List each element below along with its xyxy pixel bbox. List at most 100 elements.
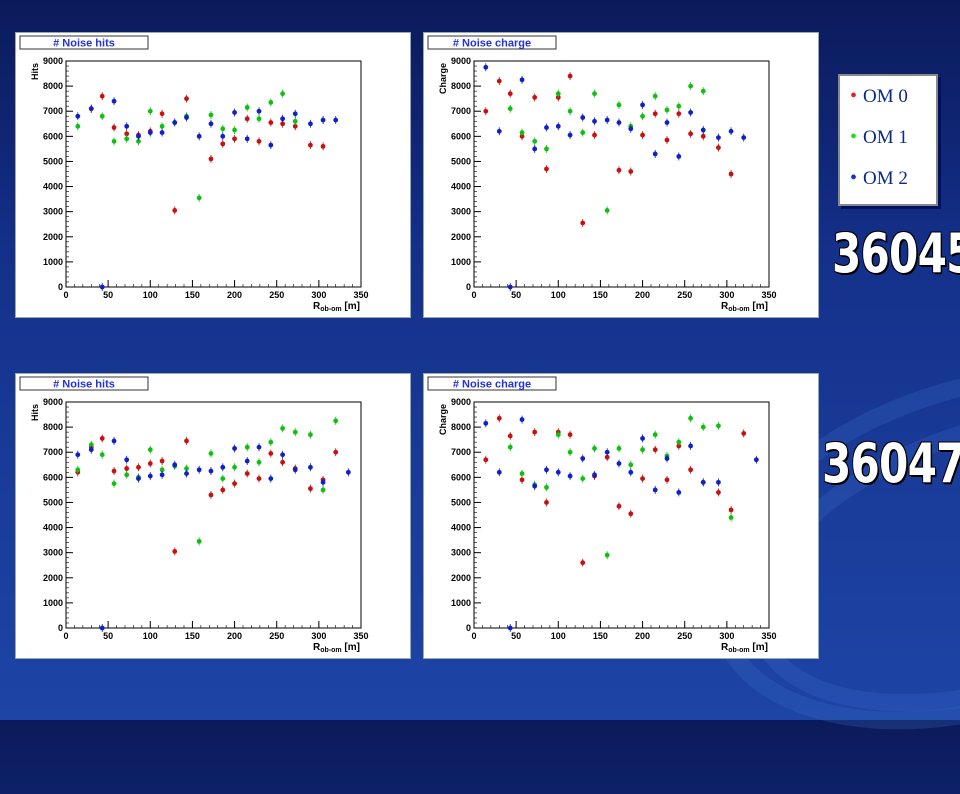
x-tick-label: 50: [103, 290, 113, 300]
data-point-om0: [567, 73, 573, 79]
data-point-om0: [688, 131, 694, 137]
data-point-om1: [567, 449, 573, 455]
x-axis-label-unit: [m]: [750, 301, 768, 312]
data-point-om2: [688, 110, 694, 115]
data-point-om0: [496, 78, 502, 84]
data-point-om1: [700, 424, 706, 430]
data-point-om2: [652, 487, 658, 493]
y-tick-label: 5000: [43, 156, 63, 166]
data-point-om1: [136, 138, 141, 144]
data-point-om2: [280, 452, 286, 458]
data-point-om0: [220, 141, 226, 147]
data-point-om0: [292, 123, 298, 129]
x-tick-label: 350: [353, 290, 368, 300]
data-point-om1: [676, 439, 682, 445]
data-point-om2: [256, 108, 262, 114]
data-point-om1: [688, 83, 694, 89]
data-point-om2: [716, 135, 721, 140]
x-tick-label: 250: [677, 290, 692, 300]
data-point-om0: [628, 169, 634, 174]
y-tick-label: 8000: [43, 81, 63, 91]
data-point-om0: [244, 471, 250, 476]
data-point-om2: [496, 128, 502, 134]
data-point-om0: [220, 487, 226, 493]
data-point-om0: [111, 125, 117, 130]
data-point-om1: [111, 138, 117, 144]
plot-frame: [65, 401, 362, 629]
legend-dot-om2: •: [850, 167, 858, 189]
chart-panel-noise-charge-36045: # Noise charge 0 1000 2000 3000 4000 5000 6000 7…: [423, 32, 819, 318]
chart-title-box: [427, 35, 557, 50]
data-point-om2: [172, 462, 178, 468]
y-tick-label: 6000: [43, 472, 63, 482]
legend-item-om1: • OM 1: [850, 125, 908, 149]
data-point-om0: [741, 430, 747, 436]
legend-item-om2: • OM 2: [850, 166, 908, 190]
x-axis-label-main: R: [313, 301, 321, 312]
data-point-om2: [555, 123, 561, 129]
data-point-om1: [308, 432, 313, 438]
run-number-36047: 36047: [822, 432, 960, 495]
data-point-om1: [159, 123, 165, 129]
data-point-om0: [580, 560, 586, 566]
x-tick-label: 150: [185, 290, 200, 300]
data-point-om1: [208, 451, 214, 456]
data-point-om1: [292, 429, 298, 435]
legend-dot-om1: •: [850, 126, 858, 148]
data-point-om1: [232, 127, 237, 133]
data-point-om1: [519, 471, 525, 476]
x-tick-label: 200: [227, 290, 242, 300]
y-axis-label: Hits: [30, 404, 40, 421]
data-point-om2: [308, 121, 313, 127]
x-tick-label: 350: [353, 631, 368, 641]
x-tick-label: 100: [143, 631, 158, 641]
data-point-om2: [628, 469, 634, 475]
data-point-om1: [580, 130, 586, 135]
x-tick-label: 0: [471, 290, 476, 300]
y-tick-label: 1000: [43, 257, 63, 267]
y-tick-label: 5000: [451, 497, 471, 507]
data-point-om2: [208, 468, 214, 474]
data-point-om1: [716, 423, 721, 429]
data-point-om2: [664, 456, 670, 461]
data-point-om0: [544, 166, 549, 172]
data-point-om0: [268, 451, 274, 456]
data-point-om2: [676, 490, 682, 495]
x-tick-label: 350: [761, 290, 776, 300]
data-point-om1: [268, 100, 274, 105]
data-point-om0: [604, 454, 610, 460]
data-point-om1: [220, 126, 226, 132]
chart-svg: # Noise hits0100020003000400050006000700…: [19, 376, 369, 654]
data-point-om0: [532, 429, 538, 435]
data-point-om2: [256, 444, 262, 450]
data-point-om0: [99, 436, 105, 441]
data-point-om0: [580, 220, 586, 226]
data-point-om1: [507, 106, 513, 112]
data-point-om1: [196, 195, 202, 201]
data-point-om1: [544, 146, 549, 152]
x-axis-label-subscript: ob-om: [320, 647, 341, 654]
y-tick-label: 7000: [43, 447, 63, 457]
data-point-om1: [99, 113, 105, 119]
x-axis-label: Rob-om [m]: [313, 642, 360, 654]
data-point-om2: [196, 133, 202, 139]
chart-panel-noise-charge-36047: # Noise charge 0 1000 2000 3000 4000 5000 6000 7…: [423, 373, 819, 659]
x-tick-label: 150: [593, 290, 608, 300]
x-axis-label-main: R: [721, 642, 729, 653]
data-point-om0: [333, 449, 339, 455]
data-point-om0: [184, 96, 189, 102]
legend-label: OM 1: [863, 127, 908, 148]
data-point-om2: [345, 469, 351, 475]
data-point-om0: [507, 433, 513, 439]
data-point-om1: [75, 467, 81, 473]
data-point-om2: [676, 154, 682, 159]
data-point-om2: [604, 449, 610, 455]
data-point-om0: [111, 468, 117, 474]
data-point-om1: [640, 113, 645, 119]
data-point-om1: [232, 464, 237, 470]
data-point-om1: [111, 481, 117, 487]
y-tick-label: 3000: [43, 548, 63, 558]
legend-dot-om0: •: [850, 85, 858, 107]
data-point-om2: [741, 135, 747, 140]
data-point-om2: [172, 120, 178, 125]
